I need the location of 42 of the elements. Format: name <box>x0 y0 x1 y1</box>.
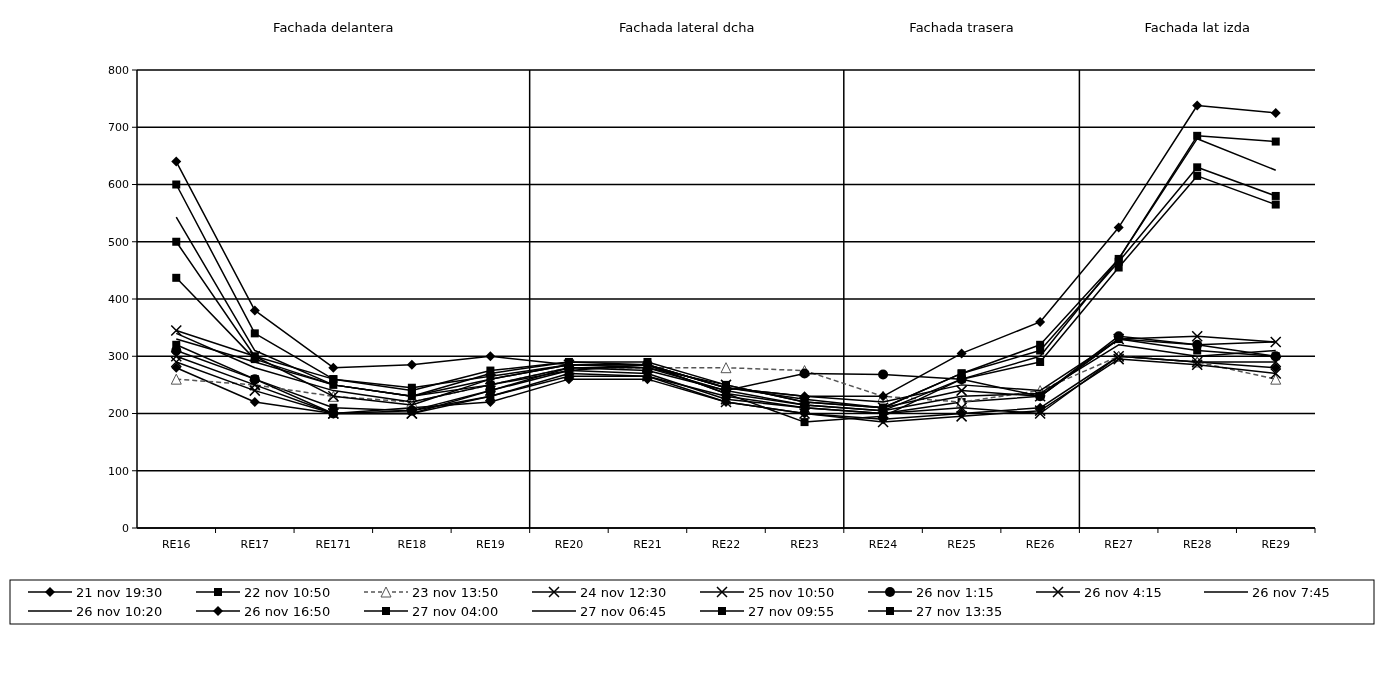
x-tick-label: RE18 <box>397 538 427 551</box>
text: Fachada delantera <box>273 20 394 35</box>
legend-label: 21 nov 19:30 <box>76 584 163 600</box>
x-tick-label: RE19 <box>476 538 505 551</box>
legend-label: 26 nov 10:20 <box>76 603 163 619</box>
legend-label: 26 nov 16:50 <box>244 603 331 619</box>
x-tick-label: RE21 <box>633 538 662 551</box>
legend-label: 25 nov 10:50 <box>748 584 835 600</box>
y-tick-label: 700 <box>108 121 129 135</box>
text: Fachada trasera <box>909 20 1014 35</box>
x-tick-label: RE17 <box>240 538 270 551</box>
x-tick-label: RE25 <box>947 538 976 551</box>
legend-label: 27 nov 06:45 <box>580 603 667 619</box>
x-tick-label: RE22 <box>711 538 741 551</box>
legend-label: 26 nov 1:15 <box>916 584 994 600</box>
legend-label: 27 nov 09:55 <box>748 603 835 619</box>
x-tick-label: RE26 <box>1025 538 1055 551</box>
legend-label: 23 nov 13:50 <box>412 584 499 600</box>
y-tick-label: 400 <box>108 292 129 306</box>
y-tick-label: 0 <box>122 521 129 535</box>
y-tick-label: 100 <box>108 464 129 478</box>
text: Fachada lat izda <box>1144 20 1250 35</box>
y-tick-label: 600 <box>108 178 129 192</box>
legend-label: 26 nov 4:15 <box>1084 584 1162 600</box>
legend-label: 26 nov 7:45 <box>1252 584 1330 600</box>
legend-label: 27 nov 04:00 <box>412 603 499 619</box>
legend-label: 24 nov 12:30 <box>580 584 667 600</box>
y-tick-label: 800 <box>108 63 129 77</box>
y-tick-label: 500 <box>108 235 129 249</box>
text: Fachada lateral dcha <box>619 20 755 35</box>
x-tick-label: RE23 <box>790 538 819 551</box>
legend-label: 22 nov 10:50 <box>244 584 331 600</box>
legend-label: 27 nov 13:35 <box>916 603 1003 619</box>
x-tick-label: RE29 <box>1261 538 1291 551</box>
x-tick-label: RE171 <box>315 538 352 551</box>
x-tick-label: RE28 <box>1182 538 1212 551</box>
y-tick-label: 300 <box>108 350 129 364</box>
x-tick-label: RE20 <box>554 538 584 551</box>
x-tick-label: RE24 <box>868 538 898 551</box>
x-tick-label: RE27 <box>1104 538 1133 551</box>
y-tick-label: 200 <box>108 407 129 421</box>
x-tick-label: RE16 <box>161 538 191 551</box>
